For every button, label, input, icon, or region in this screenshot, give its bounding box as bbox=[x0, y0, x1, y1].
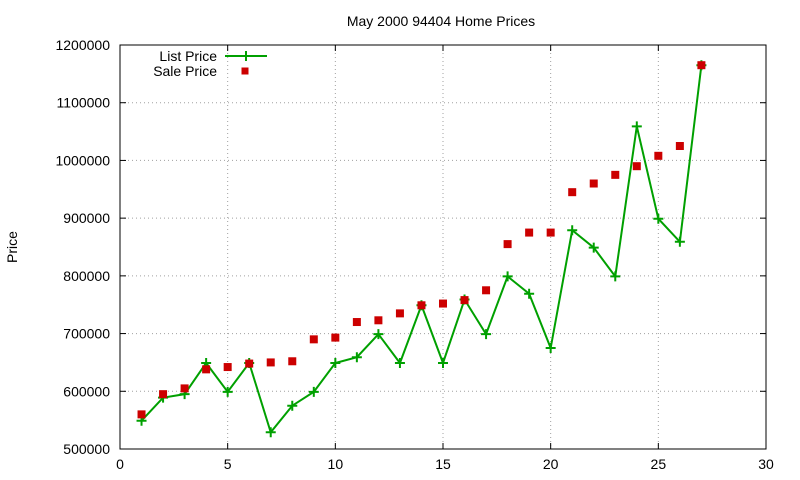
data-point-list-price bbox=[545, 343, 556, 353]
data-point-list-price bbox=[653, 213, 664, 224]
y-tick-label: 600000 bbox=[63, 383, 110, 399]
data-point-list-price bbox=[567, 225, 578, 236]
x-tick-label: 0 bbox=[116, 456, 124, 472]
data-point-list-price bbox=[481, 329, 492, 340]
data-point-list-price bbox=[502, 271, 513, 282]
legend-marker-list-price bbox=[241, 51, 251, 61]
legend-label-list-price: List Price bbox=[159, 48, 217, 64]
data-point-list-price bbox=[394, 358, 405, 369]
data-point-sale-price bbox=[180, 384, 189, 393]
data-point-sale-price bbox=[525, 228, 534, 237]
legend-label-sale-price: Sale Price bbox=[153, 63, 217, 79]
series-sale-price bbox=[137, 61, 706, 419]
data-point-sale-price bbox=[245, 359, 254, 368]
data-point-sale-price bbox=[439, 299, 447, 308]
data-point-sale-price bbox=[503, 240, 512, 249]
data-point-list-price bbox=[438, 358, 448, 369]
y-tick-label: 1200000 bbox=[55, 37, 110, 53]
legend-marker-sale-price bbox=[241, 67, 249, 75]
x-tick-label: 20 bbox=[543, 456, 559, 472]
data-point-list-price bbox=[610, 271, 621, 282]
data-point-sale-price bbox=[266, 358, 275, 367]
data-point-sale-price bbox=[288, 357, 297, 366]
data-point-sale-price bbox=[546, 228, 555, 237]
x-tick-label: 25 bbox=[651, 456, 667, 472]
y-axis-label: Price bbox=[4, 231, 20, 263]
data-point-sale-price bbox=[159, 390, 168, 399]
chart-title: May 2000 94404 Home Prices bbox=[347, 13, 535, 29]
y-tick-label: 1000000 bbox=[55, 152, 110, 168]
data-point-list-price bbox=[351, 352, 362, 363]
data-point-sale-price bbox=[697, 61, 706, 70]
data-point-sale-price bbox=[352, 318, 361, 327]
data-point-list-price bbox=[524, 288, 535, 299]
data-point-sale-price bbox=[417, 301, 426, 310]
data-point-list-price bbox=[373, 329, 384, 340]
y-tick-label: 1100000 bbox=[57, 95, 111, 111]
x-tick-label: 10 bbox=[328, 456, 344, 472]
x-tick-label: 5 bbox=[224, 456, 232, 472]
y-tick-label: 500000 bbox=[63, 441, 110, 457]
data-point-list-price bbox=[222, 386, 233, 397]
x-tick-label: 15 bbox=[435, 456, 451, 472]
data-point-list-price bbox=[674, 236, 685, 247]
y-tick-label: 900000 bbox=[63, 210, 110, 226]
data-point-list-price bbox=[588, 242, 599, 253]
series-line-list-price bbox=[140, 65, 703, 435]
data-point-sale-price bbox=[482, 286, 491, 295]
data-point-list-price bbox=[631, 121, 642, 132]
data-point-sale-price bbox=[460, 296, 469, 305]
grid-lines bbox=[120, 45, 766, 449]
legend: List Price Sale Price bbox=[153, 48, 267, 79]
data-point-sale-price bbox=[589, 179, 598, 188]
data-point-list-price bbox=[330, 358, 341, 369]
series-list-price bbox=[136, 60, 707, 438]
data-point-sale-price bbox=[202, 365, 211, 374]
series-layer bbox=[136, 60, 707, 438]
data-point-sale-price bbox=[611, 170, 620, 179]
data-point-sale-price bbox=[374, 316, 383, 325]
data-point-sale-price bbox=[568, 188, 577, 197]
data-point-sale-price bbox=[223, 363, 232, 372]
data-point-sale-price bbox=[654, 151, 663, 160]
x-tick-label: 30 bbox=[758, 456, 774, 472]
data-point-list-price bbox=[265, 427, 276, 438]
data-point-sale-price bbox=[309, 335, 318, 344]
data-point-list-price bbox=[287, 400, 298, 411]
data-point-sale-price bbox=[632, 162, 641, 171]
y-tick-label: 700000 bbox=[63, 326, 110, 342]
data-point-sale-price bbox=[137, 410, 146, 419]
y-tick-label: 800000 bbox=[63, 268, 110, 284]
data-point-sale-price bbox=[395, 309, 404, 318]
data-point-sale-price bbox=[675, 142, 684, 150]
axis-ticks: 0 5 10 15 20 25 30 500000 600000 700000 800000 9000… bbox=[55, 37, 774, 472]
data-point-list-price bbox=[308, 386, 319, 397]
data-point-sale-price bbox=[331, 333, 340, 342]
